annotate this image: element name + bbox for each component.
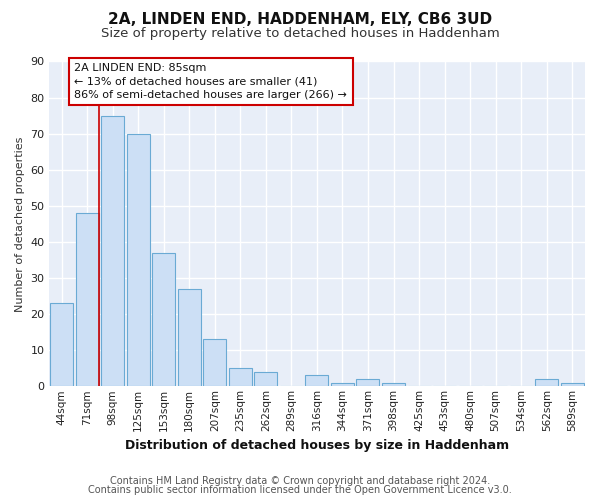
Text: Contains HM Land Registry data © Crown copyright and database right 2024.: Contains HM Land Registry data © Crown c… [110,476,490,486]
Bar [356,379,379,386]
Y-axis label: Number of detached properties: Number of detached properties [15,136,25,312]
Bar [535,379,558,386]
Bar [254,372,277,386]
Bar [561,382,584,386]
Bar [382,382,405,386]
Bar [178,289,201,386]
Text: Contains public sector information licensed under the Open Government Licence v3: Contains public sector information licen… [88,485,512,495]
Text: 2A, LINDEN END, HADDENHAM, ELY, CB6 3UD: 2A, LINDEN END, HADDENHAM, ELY, CB6 3UD [108,12,492,28]
Bar [152,252,175,386]
Bar [127,134,149,386]
Bar [229,368,252,386]
Bar [305,376,328,386]
Bar [203,340,226,386]
X-axis label: Distribution of detached houses by size in Haddenham: Distribution of detached houses by size … [125,440,509,452]
Bar [50,304,73,386]
Bar [331,382,354,386]
Text: Size of property relative to detached houses in Haddenham: Size of property relative to detached ho… [101,28,499,40]
Text: 2A LINDEN END: 85sqm
← 13% of detached houses are smaller (41)
86% of semi-detac: 2A LINDEN END: 85sqm ← 13% of detached h… [74,64,347,100]
Bar [76,213,98,386]
Bar [101,116,124,386]
